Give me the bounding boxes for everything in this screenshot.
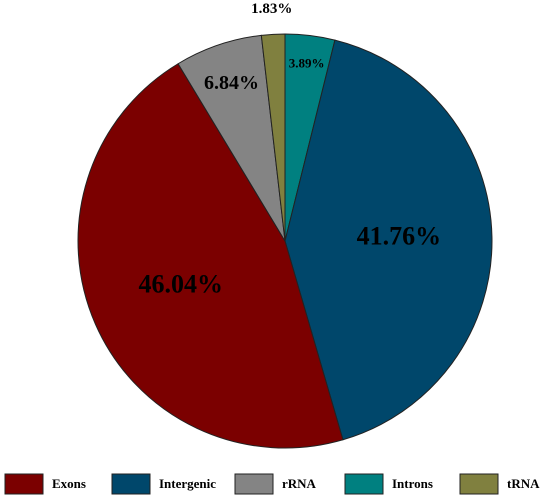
pie-slice xyxy=(260,33,286,242)
legend-label: rRNA xyxy=(282,476,317,491)
legend-swatch xyxy=(234,473,274,495)
data-label: 1.83% xyxy=(251,1,292,17)
legend-swatch xyxy=(344,473,384,495)
legend-swatch xyxy=(459,473,499,495)
pie-slice xyxy=(284,39,493,441)
data-label: 3.89% xyxy=(289,55,325,70)
legend-label: Exons xyxy=(52,476,86,491)
legend-label: Intergenic xyxy=(159,476,216,491)
data-label: 41.76% xyxy=(357,222,442,251)
data-label: 46.04% xyxy=(138,270,223,299)
pie-slice xyxy=(77,63,344,449)
legend-swatch xyxy=(111,473,151,495)
legend-label: tRNA xyxy=(507,476,540,491)
data-label: 6.84% xyxy=(204,72,259,94)
legend-label: Introns xyxy=(392,476,433,491)
legend-swatch xyxy=(4,473,44,495)
